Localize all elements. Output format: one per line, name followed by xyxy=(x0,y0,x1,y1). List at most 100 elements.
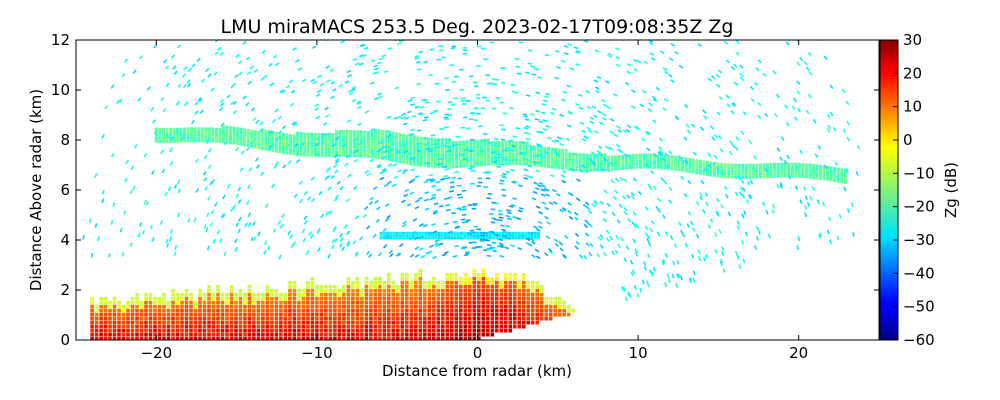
reflectivity-cell xyxy=(725,193,729,199)
reflectivity-cell xyxy=(430,178,436,182)
reflectivity-cell xyxy=(193,300,198,305)
reflectivity-cell xyxy=(360,324,364,329)
reflectivity-cell xyxy=(481,296,486,301)
reflectivity-cell xyxy=(451,156,455,160)
reflectivity-cell xyxy=(422,118,428,122)
reflectivity-cell xyxy=(480,238,485,241)
reflectivity-cell xyxy=(715,212,720,217)
reflectivity-cell xyxy=(239,142,243,146)
reflectivity-cell xyxy=(716,171,720,175)
reflectivity-cell xyxy=(163,59,168,64)
reflectivity-cell xyxy=(445,300,450,305)
reflectivity-cell xyxy=(731,102,736,107)
reflectivity-cell xyxy=(165,128,169,131)
reflectivity-cell xyxy=(687,179,692,185)
reflectivity-cell xyxy=(729,9,734,13)
reflectivity-cell xyxy=(451,45,457,48)
reflectivity-cell xyxy=(270,328,274,333)
reflectivity-cell xyxy=(465,155,469,159)
reflectivity-cell xyxy=(656,231,661,237)
reflectivity-cell xyxy=(576,8,581,11)
reflectivity-cell xyxy=(638,159,642,163)
reflectivity-cell xyxy=(495,276,499,281)
reflectivity-cell xyxy=(400,304,405,309)
reflectivity-cell xyxy=(427,316,432,321)
reflectivity-cell xyxy=(243,336,247,340)
reflectivity-cell xyxy=(568,215,574,220)
reflectivity-cell xyxy=(698,171,702,175)
reflectivity-cell xyxy=(190,139,194,143)
reflectivity-cell xyxy=(402,220,407,225)
reflectivity-cell xyxy=(653,162,656,166)
reflectivity-cell xyxy=(477,246,483,248)
reflectivity-cell xyxy=(477,272,481,277)
reflectivity-cell xyxy=(720,203,724,209)
reflectivity-cell xyxy=(351,85,357,90)
reflectivity-cell xyxy=(232,129,236,133)
reflectivity-cell xyxy=(535,320,539,325)
reflectivity-cell xyxy=(274,62,280,67)
reflectivity-cell xyxy=(345,150,349,154)
reflectivity-cell xyxy=(454,75,459,78)
reflectivity-cell xyxy=(389,231,393,235)
reflectivity-cell xyxy=(211,300,216,305)
reflectivity-cell xyxy=(478,125,483,127)
reflectivity-cell xyxy=(759,169,762,173)
reflectivity-cell xyxy=(713,171,716,174)
reflectivity-cell xyxy=(765,209,769,215)
reflectivity-cell xyxy=(486,254,492,257)
reflectivity-cell xyxy=(409,300,414,305)
reflectivity-cell xyxy=(635,126,641,131)
reflectivity-cell xyxy=(498,212,504,216)
reflectivity-cell xyxy=(477,336,481,340)
reflectivity-cell xyxy=(856,144,861,150)
reflectivity-cell xyxy=(545,124,551,128)
reflectivity-cell xyxy=(529,237,535,242)
reflectivity-cell xyxy=(525,94,531,97)
reflectivity-cell xyxy=(356,100,362,104)
reflectivity-cell xyxy=(328,316,333,321)
reflectivity-cell xyxy=(417,112,423,115)
reflectivity-cell xyxy=(126,316,130,321)
reflectivity-cell xyxy=(429,244,434,248)
reflectivity-cell xyxy=(744,169,748,173)
reflectivity-cell xyxy=(211,136,215,140)
reflectivity-cell xyxy=(462,149,466,153)
reflectivity-cell xyxy=(755,23,759,27)
reflectivity-cell xyxy=(667,163,671,167)
reflectivity-cell xyxy=(561,59,566,63)
reflectivity-cell xyxy=(436,288,441,293)
reflectivity-cell xyxy=(423,296,427,301)
reflectivity-cell xyxy=(455,156,459,159)
reflectivity-cell xyxy=(433,202,439,206)
reflectivity-cell xyxy=(206,245,210,251)
reflectivity-cell xyxy=(292,336,297,340)
reflectivity-cell xyxy=(504,312,508,317)
reflectivity-cell xyxy=(386,234,390,237)
reflectivity-cell xyxy=(418,268,423,273)
reflectivity-cell xyxy=(812,170,815,173)
reflectivity-cell xyxy=(445,292,450,297)
reflectivity-cell xyxy=(427,312,432,317)
reflectivity-cell xyxy=(736,254,740,260)
reflectivity-cell xyxy=(448,153,452,157)
reflectivity-cell xyxy=(356,154,360,158)
reflectivity-cell xyxy=(600,168,603,172)
reflectivity-cell xyxy=(310,197,315,203)
reflectivity-cell xyxy=(378,300,382,305)
reflectivity-cell xyxy=(574,245,579,250)
reflectivity-cell xyxy=(773,171,777,175)
reflectivity-cell xyxy=(320,136,324,139)
reflectivity-cell xyxy=(388,140,391,143)
reflectivity-cell xyxy=(197,130,201,134)
reflectivity-cell xyxy=(351,320,355,325)
reflectivity-cell xyxy=(271,183,276,189)
reflectivity-cell xyxy=(479,151,483,155)
reflectivity-cell xyxy=(303,138,307,142)
reflectivity-cell xyxy=(663,154,667,158)
reflectivity-cell xyxy=(376,165,382,169)
reflectivity-cell xyxy=(685,123,690,128)
reflectivity-cell xyxy=(508,296,513,301)
reflectivity-cell xyxy=(727,211,732,217)
reflectivity-cell xyxy=(450,328,454,333)
